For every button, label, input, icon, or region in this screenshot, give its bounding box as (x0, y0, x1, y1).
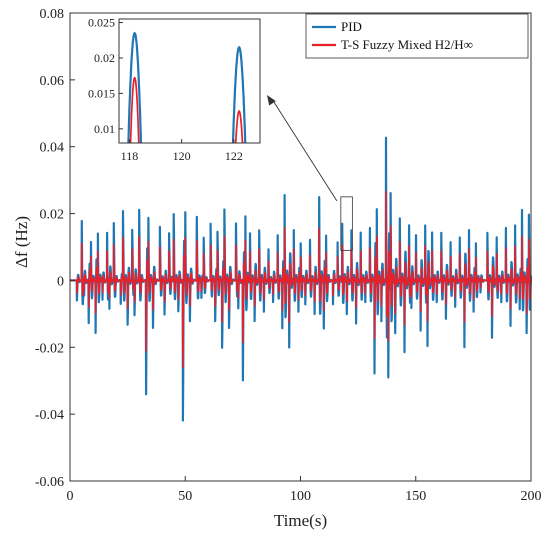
inset-frame (118, 18, 261, 144)
x-tick-label: 200 (521, 489, 542, 504)
inset-x-tick-label: 120 (173, 149, 191, 163)
y-axis-label: Δf (Hz) (12, 216, 31, 268)
x-tick-label: 150 (405, 489, 426, 504)
x-tick-label: 0 (67, 489, 74, 504)
zoom-arrow (271, 98, 338, 202)
y-tick-label: 0.02 (40, 208, 65, 223)
inset-line-pid (127, 31, 143, 143)
series-line-fuzzy (69, 191, 532, 369)
legend-box (305, 13, 529, 59)
x-tick-label: 50 (178, 489, 192, 504)
inset-y-tick-label: 0.025 (88, 16, 115, 30)
y-tick-label: -0.04 (35, 408, 64, 423)
legend: PID T-S Fuzzy Mixed H2/H∞ (305, 13, 529, 59)
inset-x-tick-label: 118 (121, 149, 139, 163)
y-axis: -0.06 -0.04 -0.02 0 0.02 0.04 0.06 0.08 (35, 7, 75, 490)
x-axis-label: Time(s) (274, 511, 327, 530)
inset-x-tick-label: 122 (225, 149, 243, 163)
y-tick-label: 0.08 (40, 7, 65, 22)
inset-line-fuzzy (234, 110, 244, 143)
y-tick-label: 0 (57, 274, 64, 289)
main-series-group (69, 136, 533, 422)
inset-x-axis: 118 120 122 (121, 139, 243, 163)
inset-series-group (127, 31, 247, 143)
inset-zoom-plot: 118 120 122 0.01 0.015 0.02 0.025 (88, 16, 261, 163)
legend-label-fuzzy: T-S Fuzzy Mixed H2/H∞ (341, 37, 473, 52)
y-tick-label: -0.06 (35, 475, 64, 490)
y-tick-label: 0.04 (40, 141, 65, 156)
zoom-arrowhead (267, 95, 276, 106)
y-tick-label: -0.02 (35, 341, 64, 356)
legend-label-pid: PID (341, 19, 362, 34)
x-axis: 0 50 100 150 200 (67, 476, 542, 504)
inset-line-fuzzy (129, 76, 140, 143)
zoom-region-marker (340, 196, 353, 251)
x-tick-label: 100 (290, 489, 311, 504)
inset-y-tick-label: 0.015 (88, 86, 115, 100)
inset-line-pid (231, 45, 247, 143)
inset-y-tick-label: 0.02 (94, 51, 115, 65)
inset-y-axis: 0.01 0.015 0.02 0.025 (88, 16, 123, 136)
inset-y-tick-label: 0.01 (94, 122, 115, 136)
y-tick-label: 0.06 (40, 74, 65, 89)
